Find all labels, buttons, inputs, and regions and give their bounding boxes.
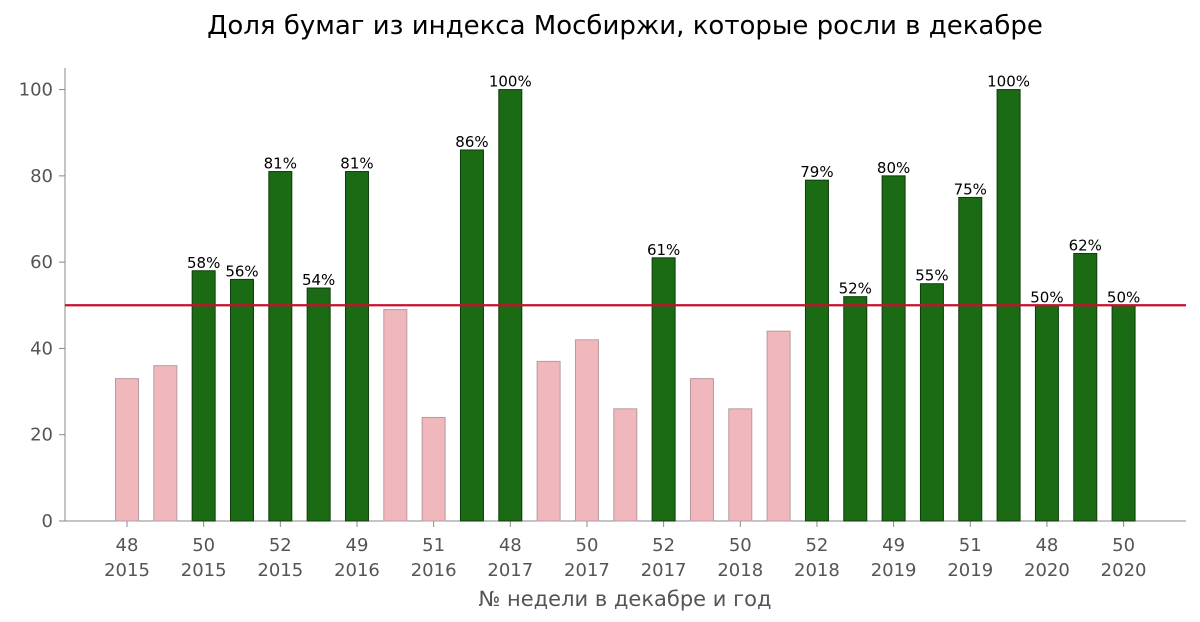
x-tick-year-label: 2016: [411, 560, 457, 581]
chart-title: Доля бумаг из индекса Мосбиржи, которые …: [207, 11, 1043, 41]
y-tick-label: 60: [30, 252, 53, 273]
bar-value-label: 86%: [455, 133, 488, 151]
bar: [958, 196, 983, 522]
x-tick-week-label: 48: [1035, 535, 1058, 556]
y-axis: 0 20 40 60 80 100: [19, 68, 66, 532]
bar: [919, 283, 944, 522]
x-tick-week-label: 52: [805, 535, 828, 556]
x-tick-week-label: 49: [346, 535, 369, 556]
bar: [459, 149, 484, 522]
x-tick-week-label: 50: [1112, 535, 1135, 556]
bar-value-label: 52%: [839, 280, 872, 298]
bar-value-label: 100%: [987, 73, 1030, 91]
x-tick-year-label: 2020: [1024, 560, 1070, 581]
bar: [574, 339, 599, 522]
x-tick-year-label: 2015: [257, 560, 303, 581]
y-tick-label: 80: [30, 166, 53, 187]
y-tick-label: 0: [42, 511, 53, 532]
x-tick-week-label: 51: [422, 535, 445, 556]
bar-value-label: 50%: [1107, 288, 1140, 306]
x-tick-year-label: 2019: [947, 560, 993, 581]
bar: [881, 175, 906, 522]
bar-value-label: 81%: [264, 155, 297, 173]
bar-value-label: 54%: [302, 271, 335, 289]
y-tick-label: 100: [19, 80, 53, 101]
x-tick-year-label: 2015: [181, 560, 227, 581]
bar: [804, 179, 829, 522]
bar-value-label: 79%: [800, 163, 833, 181]
x-tick-week-label: 48: [116, 535, 139, 556]
x-axis-label: № недели в декабре и год: [479, 587, 772, 611]
bar: [843, 296, 868, 522]
x-tick-year-label: 2015: [104, 560, 150, 581]
bar: [689, 378, 714, 522]
bar-value-label: 55%: [915, 267, 948, 285]
bar-value-label: 58%: [187, 254, 220, 272]
bar: [651, 257, 676, 522]
bar: [344, 171, 369, 522]
bar: [1111, 304, 1136, 522]
bar-value-label: 62%: [1069, 237, 1102, 255]
bars: [115, 89, 1136, 522]
bar: [766, 330, 791, 522]
x-tick-year-label: 2019: [871, 560, 917, 581]
data-labels: 58% 56% 81% 54% 81% 86% 100% 61% 79% 52% 80% 55% 75%…: [187, 73, 1140, 307]
bar-value-label: 80%: [877, 159, 910, 177]
x-tick-week-label: 52: [652, 535, 675, 556]
bar-value-label: 61%: [647, 241, 680, 259]
x-tick-year-label: 2020: [1101, 560, 1147, 581]
bar: [115, 378, 139, 522]
x-tick-week-label: 50: [729, 535, 752, 556]
bar: [613, 408, 638, 522]
bar-value-label: 100%: [489, 73, 532, 91]
x-tick-week-label: 49: [882, 535, 905, 556]
x-tick-year-label: 2017: [641, 560, 687, 581]
x-tick-year-label: 2018: [717, 560, 763, 581]
bar: [536, 360, 561, 522]
bar: [383, 309, 408, 522]
x-tick-week-label: 48: [499, 535, 522, 556]
bar: [728, 408, 753, 522]
bar-value-label: 50%: [1030, 288, 1063, 306]
bar: [1073, 253, 1098, 522]
x-tick-week-label: 50: [192, 535, 215, 556]
y-tick-label: 20: [30, 425, 53, 446]
x-tick-year-label: 2017: [487, 560, 533, 581]
x-tick-week-label: 50: [576, 535, 599, 556]
bar: [153, 365, 178, 522]
x-axis: 48 2015 50 2015 52 2015 49 2016 51 2016 48 2017 50 20…: [65, 520, 1186, 581]
bar: [421, 416, 446, 522]
bar: [1034, 304, 1059, 522]
bar: [191, 270, 216, 522]
bar-value-label: 75%: [954, 180, 987, 198]
x-tick-week-label: 51: [959, 535, 982, 556]
x-tick-year-label: 2018: [794, 560, 840, 581]
bar-value-label: 56%: [225, 262, 258, 280]
x-tick-week-label: 52: [269, 535, 292, 556]
x-tick-year-label: 2016: [334, 560, 380, 581]
x-tick-year-label: 2017: [564, 560, 610, 581]
y-tick-label: 40: [30, 338, 53, 359]
bar: [268, 171, 293, 522]
bar-value-label: 81%: [340, 155, 373, 173]
bar: [229, 278, 254, 522]
bar: [306, 287, 331, 522]
